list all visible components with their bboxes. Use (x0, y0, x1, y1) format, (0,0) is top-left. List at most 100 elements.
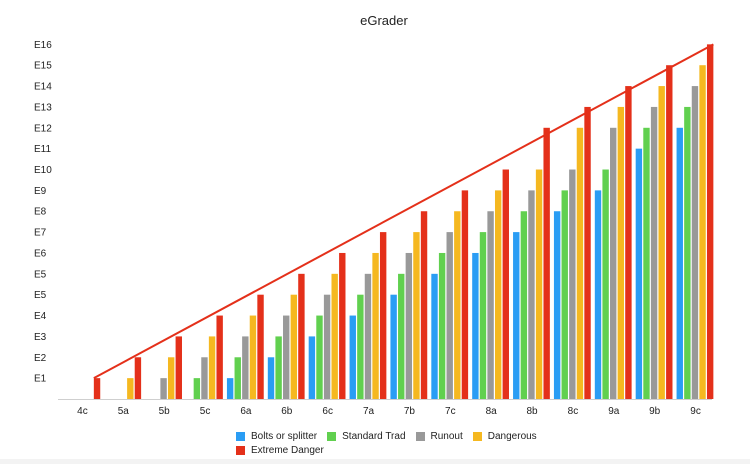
bar (666, 65, 673, 399)
bar (535, 169, 543, 399)
y-tick-label: E13 (34, 102, 52, 113)
legend-item-dangerous: Dangerous (472, 430, 537, 443)
bar (257, 294, 264, 399)
bar (420, 211, 428, 399)
y-tick-label: E12 (34, 123, 52, 134)
x-tick-label: 6b (281, 406, 293, 417)
trend-line (93, 43, 714, 380)
bar (267, 357, 275, 399)
bar (242, 336, 249, 399)
y-tick-label: E4 (34, 311, 47, 322)
bar (438, 252, 446, 399)
bar (502, 169, 509, 399)
footer-band (0, 459, 750, 464)
x-tick-label: 7c (445, 406, 456, 417)
bar (602, 169, 609, 399)
bar (364, 273, 372, 399)
bar (650, 106, 658, 400)
chart-title: eGrader (360, 13, 408, 28)
bar (569, 169, 576, 399)
y-tick-label: E8 (34, 207, 47, 218)
y-tick-label: E6 (34, 248, 47, 259)
y-tick-label: E7 (34, 228, 47, 239)
bar (175, 336, 182, 399)
bar (413, 232, 420, 399)
legend-swatch-runout (415, 432, 425, 441)
bar (234, 357, 241, 399)
bar (298, 273, 305, 399)
bar (684, 106, 691, 400)
legend-item-standard-trad: Standard Trad (327, 430, 406, 443)
bar (349, 315, 356, 399)
bar (405, 252, 413, 399)
y-tick-label: E16 (34, 40, 52, 51)
y-tick-label: E5 (34, 269, 47, 280)
bar (479, 232, 487, 399)
legend-item-runout: Runout (415, 430, 463, 443)
x-tick-label: 8b (527, 406, 539, 417)
bar (494, 190, 502, 399)
x-tick-label: 6a (240, 406, 252, 417)
bar (290, 294, 298, 399)
bar (472, 252, 479, 399)
x-tick-label: 5b (159, 406, 171, 417)
y-tick-label: E1 (34, 374, 47, 385)
bar (398, 273, 405, 399)
bar (372, 252, 379, 399)
legend-label-extreme-danger: Extreme Danger (251, 445, 324, 456)
bar (93, 378, 101, 399)
bar (283, 315, 290, 399)
bar (461, 190, 469, 399)
bar (594, 190, 602, 399)
bar (201, 357, 208, 399)
x-tick-label: 5a (118, 406, 130, 417)
x-tick-label: 7a (363, 406, 375, 417)
y-tick-label: E11 (34, 144, 51, 155)
bar (543, 127, 550, 400)
y-tick-label: E9 (34, 186, 47, 197)
bars (93, 44, 714, 400)
y-tick-label: E5 (34, 290, 47, 301)
legend-label-bolts: Bolts or splitter (251, 431, 318, 442)
bar (127, 378, 134, 399)
x-tick-label: 8a (486, 406, 498, 417)
bar (553, 211, 561, 399)
legend-swatch-extreme-danger (236, 446, 245, 455)
bar (610, 127, 617, 400)
x-tick-label: 5c (200, 406, 211, 417)
x-tick-label: 9c (690, 406, 701, 417)
legend-swatch-bolts (236, 432, 245, 441)
x-tick-label: 6c (322, 406, 333, 417)
bar (658, 86, 665, 399)
x-axis-tick-labels: 4c 5a 5b 5c 6a 6b 6c 7a 7b 7c 8a 8b 8c 9a 9b 9c (77, 406, 701, 417)
x-tick-label: 4c (77, 406, 88, 417)
bar (706, 44, 714, 400)
bar (323, 294, 331, 399)
bar (339, 252, 346, 399)
bar (379, 232, 387, 399)
bar (576, 127, 584, 400)
legend-swatch-standard-trad (327, 432, 337, 441)
bar (316, 315, 323, 399)
bar (216, 315, 223, 399)
bar (249, 315, 257, 399)
legend-label-standard-trad: Standard Trad (342, 431, 406, 442)
legend-item-extreme-danger: Extreme Danger (236, 444, 324, 457)
x-tick-label: 9b (649, 406, 661, 417)
bar (390, 294, 397, 399)
bar (226, 378, 234, 399)
bar (193, 378, 201, 399)
y-tick-label: E3 (34, 332, 47, 343)
y-axis-tick-labels: E1 E2 E3 E4 E5 E5 E6 E7 E8 E9 E10 E11 E12 E13 E14 E15 E1… (34, 40, 52, 385)
legend-swatch-dangerous (472, 432, 482, 441)
y-tick-label: E15 (34, 61, 52, 72)
bar (446, 232, 453, 399)
bar (454, 211, 461, 399)
bar (513, 232, 520, 399)
bar (561, 190, 568, 399)
legend-label-dangerous: Dangerous (487, 431, 537, 442)
bar (208, 336, 216, 399)
bar (308, 336, 316, 399)
x-tick-label: 9a (608, 406, 620, 417)
